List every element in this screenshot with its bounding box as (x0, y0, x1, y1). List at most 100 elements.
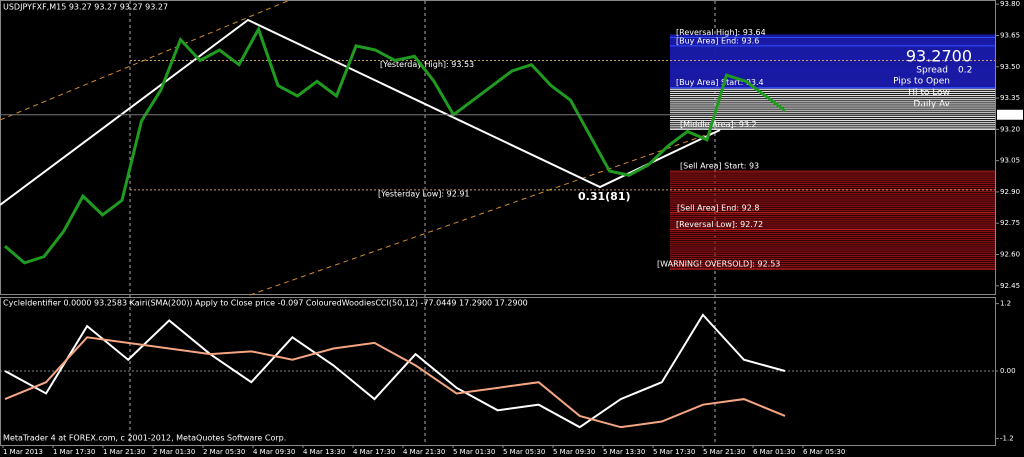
sell-band (670, 205, 995, 207)
y-tick-label: 92.60 (1000, 251, 1020, 259)
level-label: [Sell Area] End: 92.8 (677, 203, 759, 212)
middle-band (670, 97, 995, 99)
sell-band (670, 230, 995, 232)
middle-band (670, 115, 995, 118)
channel-lines (0, 0, 721, 296)
sell-band (670, 201, 995, 203)
info-spread: 0.2 (958, 66, 972, 76)
info-spread-label: Spread (916, 66, 948, 76)
sell-band (670, 180, 995, 182)
sell-band (670, 224, 995, 226)
indicator-title: CycleIdentifier 0.0000 93.2583 Kairi(SMA… (3, 299, 528, 308)
buy-band (670, 69, 995, 73)
buy-band (670, 51, 995, 54)
middle-band (670, 94, 995, 97)
sell-band (670, 174, 995, 176)
buy-band (670, 49, 995, 52)
x-tick-label: 4 Mar 13:30 (303, 448, 345, 456)
info-price: 93.2700 (906, 47, 972, 66)
middle-band (670, 111, 995, 113)
sell-band (670, 226, 995, 228)
sell-band (670, 241, 995, 243)
middle-band (670, 88, 995, 90)
sell-band (670, 195, 995, 197)
sell-band (670, 255, 995, 258)
x-tick-label: 1 Mar 21:30 (103, 448, 145, 456)
sell-band (670, 188, 995, 191)
x-tick-label: 6 Mar 05:30 (803, 448, 845, 456)
x-tick-label: 4 Mar 17:30 (353, 448, 395, 456)
sell-band (670, 245, 995, 247)
channel (249, 129, 721, 296)
middle-band (670, 92, 995, 95)
x-tick-label: 2 Mar 05:30 (203, 448, 245, 456)
sell-band (670, 215, 995, 218)
level-label: [Middle Area]: 93.2 (680, 120, 757, 129)
sell-band (670, 261, 995, 264)
main-frame (0, 0, 996, 295)
sell-band (670, 247, 995, 249)
sell-band (670, 203, 995, 205)
x-tick-label: 4 Mar 21:30 (403, 448, 445, 456)
info-row: Daily Av (913, 100, 950, 110)
sell-band (670, 266, 995, 268)
sell-band (670, 178, 995, 180)
info-row: Hi to Low (908, 88, 950, 98)
middle-band (670, 109, 995, 111)
level-label: [Buy Area] Start: 93.4 (676, 78, 764, 87)
indicator-line (4, 336, 786, 429)
sell-band (670, 199, 995, 201)
sell-band (670, 238, 995, 241)
buy-band (670, 63, 995, 66)
indicator-tick-label: 1.2 (1000, 300, 1011, 308)
yesterday-label: [Yesterday High]: 93.53 (380, 60, 474, 69)
x-tick-label: 4 Mar 09:30 (253, 448, 295, 456)
yesterday-label: [Yesterday Low]: 92.91 (378, 189, 470, 198)
x-tick-label: 2 Mar 01:30 (153, 448, 195, 456)
current-price-box (997, 109, 1023, 120)
buy-band (670, 38, 995, 41)
sell-band (670, 190, 995, 193)
buy-band (670, 59, 995, 62)
middle-band (670, 120, 995, 122)
sell-band (670, 236, 995, 239)
indicator-tick-label: 0.00 (1000, 367, 1016, 375)
sell-band (670, 222, 995, 224)
zigzag (0, 18, 721, 206)
level-label: [Sell Area] Start: 93 (680, 162, 759, 171)
buy-band (670, 34, 995, 37)
info-row: Pips to Open (893, 77, 950, 87)
middle-band (670, 124, 995, 126)
y-tick-label: 92.45 (1000, 282, 1020, 290)
buy-band (670, 61, 995, 64)
footer: MetaTrader 4 at FOREX.com, c 2001-2012, … (3, 434, 286, 443)
buy-band (670, 53, 995, 56)
indicator-line (4, 313, 786, 429)
sell-band (670, 251, 995, 253)
sell-band (670, 263, 995, 266)
x-tick-label: 5 Mar 01:30 (453, 448, 495, 456)
level-label: [Buy Area] End: 93.6 (676, 36, 759, 45)
buy-band (670, 84, 995, 87)
buy-band (670, 57, 995, 60)
sell-band (670, 213, 995, 216)
level-label: [Reversal Low]: 92.72 (676, 220, 763, 229)
sell-band (670, 209, 995, 212)
x-tick-label: 1 Mar 17:30 (53, 448, 95, 456)
buy-band (670, 78, 995, 81)
sell-band (670, 234, 995, 237)
sell-band (670, 197, 995, 199)
buy-band (670, 40, 995, 43)
buy-band (670, 46, 995, 50)
buy-band (670, 72, 995, 75)
y-tick-label: 93.50 (1000, 63, 1020, 71)
x-tick-label: 5 Mar 05:30 (503, 448, 545, 456)
middle-band (670, 90, 995, 92)
middle-band (670, 122, 995, 124)
middle-band (670, 126, 995, 128)
level-bands (670, 34, 995, 270)
sell-band (670, 172, 995, 174)
sell-band (670, 193, 995, 195)
price-line (4, 25, 786, 265)
